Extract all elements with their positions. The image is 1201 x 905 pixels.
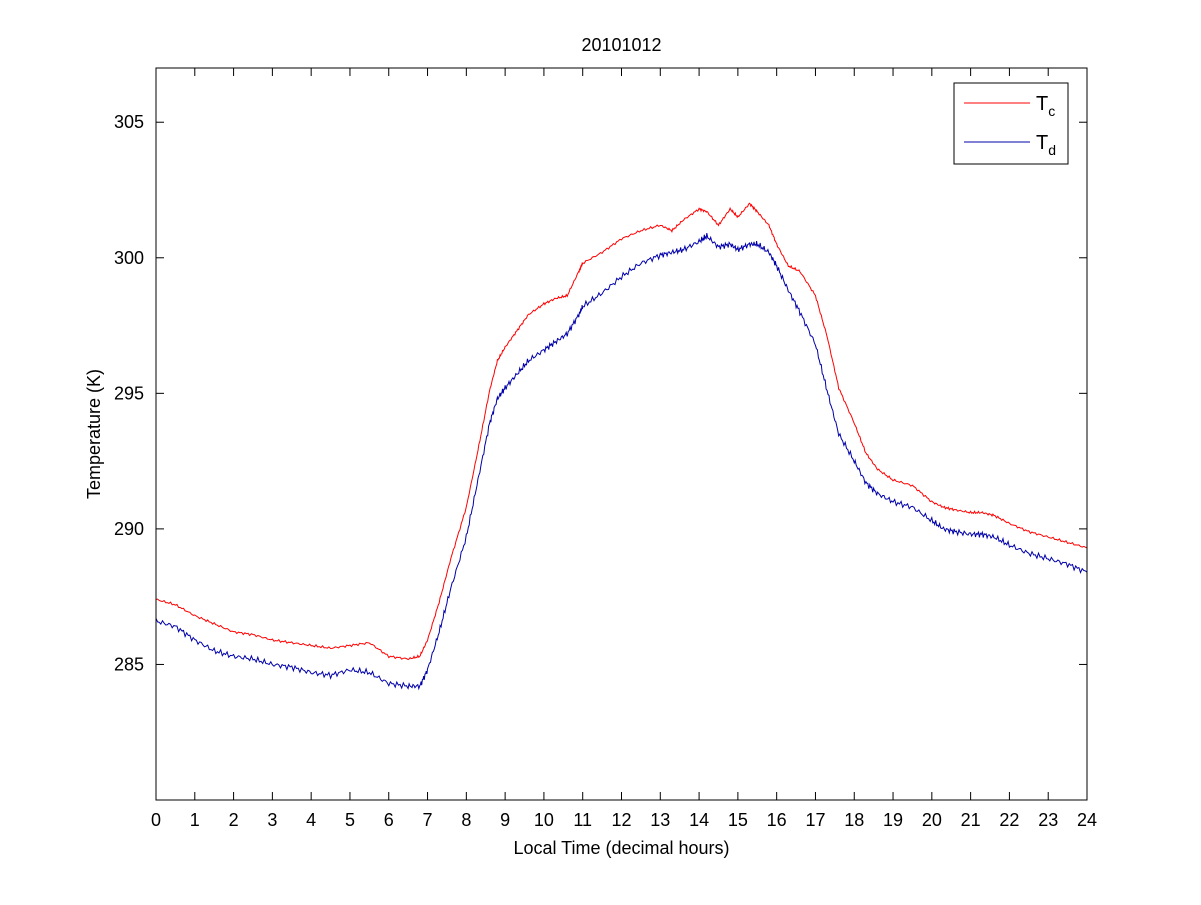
x-axis-label: Local Time (decimal hours) [513, 838, 729, 858]
y-tick-label: 295 [114, 383, 144, 403]
x-tick-label: 7 [423, 810, 433, 830]
x-tick-label: 18 [844, 810, 864, 830]
chart-title: 20101012 [581, 35, 661, 55]
legend-label-tc: Tc [1036, 93, 1055, 119]
x-tick-label: 11 [573, 810, 592, 830]
x-tick-label: 23 [1038, 810, 1058, 830]
x-tick-label: 12 [611, 810, 631, 830]
series-line-td [155, 233, 1088, 691]
x-tick-label: 9 [500, 810, 510, 830]
x-tick-label: 13 [650, 810, 670, 830]
y-tick-label: 285 [114, 654, 144, 674]
x-tick-label: 16 [767, 810, 787, 830]
x-tick-label: 15 [728, 810, 748, 830]
x-tick-label: 21 [961, 810, 981, 830]
legend-box [953, 82, 1069, 165]
y-axis-label: Temperature (K) [84, 369, 104, 499]
y-axis: 285 290 295 300 305 [114, 112, 1087, 674]
x-tick-label: 0 [151, 810, 161, 830]
x-tick-label: 8 [461, 810, 471, 830]
x-tick-label: 14 [689, 810, 709, 830]
y-tick-label: 300 [114, 248, 144, 268]
x-tick-label: 3 [267, 810, 277, 830]
x-tick-label: 10 [534, 810, 554, 830]
x-tick-label: 19 [883, 810, 903, 830]
series-line-tc [155, 202, 1088, 661]
x-tick-label: 20 [922, 810, 942, 830]
x-tick-label: 17 [805, 810, 825, 830]
x-tick-label: 2 [229, 810, 239, 830]
y-tick-label: 290 [114, 519, 144, 539]
x-tick-label: 1 [190, 810, 200, 830]
x-tick-label: 6 [384, 810, 394, 830]
x-axis: 0 1 2 3 4 5 6 7 8 9 10 11 12 13 14 15 16 17 18 19 20 21 22 23 24 [151, 68, 1097, 830]
plot-area [156, 68, 1087, 800]
y-tick-label: 305 [114, 112, 144, 132]
series-layer [155, 202, 1088, 691]
legend-label-td: Td [1036, 132, 1056, 158]
x-tick-label: 24 [1077, 810, 1097, 830]
legend: Tc Td [953, 82, 1069, 165]
x-tick-label: 4 [306, 810, 316, 830]
x-tick-label: 5 [345, 810, 355, 830]
x-tick-label: 22 [999, 810, 1019, 830]
